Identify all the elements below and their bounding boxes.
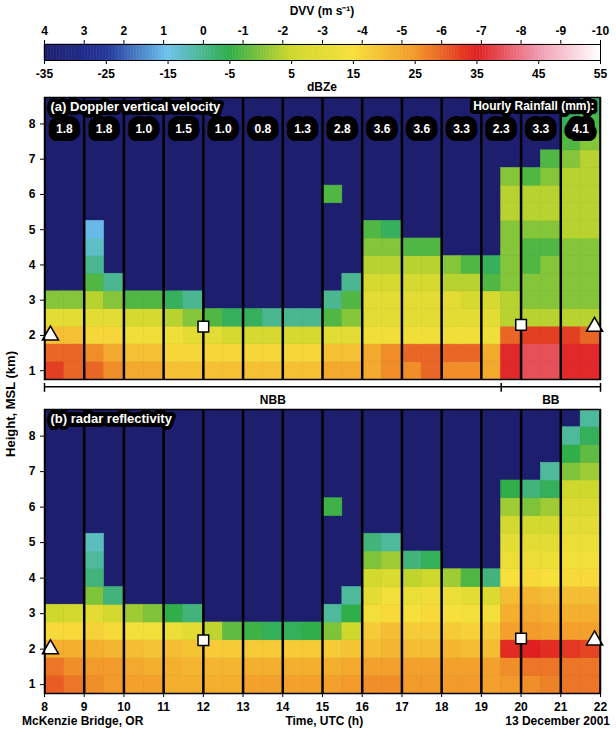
- svg-text:-25: -25: [98, 67, 116, 81]
- html-text:Time, UTC (h): Time, UTC (h): [285, 714, 364, 728]
- svg-text:2.3: 2.3: [493, 122, 510, 136]
- svg-text:Hourly Rainfall (mm):: Hourly Rainfall (mm):: [473, 99, 594, 113]
- svg-text:-5: -5: [224, 67, 235, 81]
- svg-text:45: 45: [532, 67, 546, 81]
- svg-text:3: 3: [81, 24, 88, 38]
- svg-text:1.0: 1.0: [215, 122, 232, 136]
- svg-text:14: 14: [276, 700, 290, 714]
- html-text:13 December 2001: 13 December 2001: [505, 714, 610, 728]
- svg-text:0: 0: [200, 24, 207, 38]
- svg-text:17: 17: [395, 700, 409, 714]
- svg-text:4: 4: [29, 258, 36, 272]
- svg-text:BB: BB: [542, 393, 560, 407]
- svg-text:1.5: 1.5: [175, 122, 192, 136]
- svg-text:3: 3: [29, 293, 36, 307]
- svg-text:5: 5: [29, 535, 36, 549]
- svg-text:5: 5: [29, 223, 36, 237]
- svg-text:1: 1: [29, 677, 36, 691]
- svg-text:1.8: 1.8: [96, 122, 113, 136]
- svg-text:-6: -6: [436, 24, 447, 38]
- svg-text:3.6: 3.6: [374, 122, 391, 136]
- svg-text:1.0: 1.0: [135, 122, 152, 136]
- svg-text:9: 9: [81, 700, 88, 714]
- svg-text:15: 15: [316, 700, 330, 714]
- svg-text:1.8: 1.8: [56, 122, 73, 136]
- svg-text:1: 1: [160, 24, 167, 38]
- svg-text:19: 19: [475, 700, 489, 714]
- svg-text:8: 8: [29, 117, 36, 131]
- svg-text:3: 3: [29, 606, 36, 620]
- svg-text:3.6: 3.6: [413, 122, 430, 136]
- svg-text:-3: -3: [317, 24, 328, 38]
- svg-text:2: 2: [121, 24, 128, 38]
- svg-text:7: 7: [29, 152, 36, 166]
- svg-text:11: 11: [157, 700, 170, 714]
- svg-text:3.3: 3.3: [533, 122, 550, 136]
- svg-text:-2: -2: [277, 24, 288, 38]
- svg-text:15: 15: [347, 67, 361, 81]
- svg-text:18: 18: [435, 700, 449, 714]
- svg-text:-7: -7: [476, 24, 487, 38]
- svg-text:8: 8: [29, 429, 36, 443]
- svg-text:16: 16: [356, 700, 370, 714]
- svg-text:12: 12: [197, 700, 211, 714]
- svg-text:25: 25: [408, 67, 422, 81]
- svg-text:6: 6: [29, 187, 36, 201]
- svg-text:4: 4: [41, 24, 48, 38]
- svg-text:NBB: NBB: [260, 393, 286, 407]
- svg-text:(b) radar reflectivity: (b) radar reflectivity: [51, 411, 173, 426]
- svg-text:4.1: 4.1: [572, 122, 589, 136]
- html-text:McKenzie Bridge, OR: McKenzie Bridge, OR: [22, 714, 144, 728]
- html-text:DVV (m s⁻¹): DVV (m s⁻¹): [289, 4, 355, 18]
- svg-text:4: 4: [29, 571, 36, 585]
- svg-text:-35: -35: [36, 67, 54, 81]
- svg-text:21: 21: [554, 700, 568, 714]
- svg-text:7: 7: [29, 464, 36, 478]
- html-text:Height, MSL (km): Height, MSL (km): [2, 351, 18, 457]
- svg-text:8: 8: [41, 700, 48, 714]
- svg-text:1.3: 1.3: [294, 122, 311, 136]
- svg-text:2: 2: [29, 328, 36, 342]
- svg-text:22: 22: [594, 700, 608, 714]
- svg-text:-10: -10: [592, 24, 610, 38]
- svg-text:35: 35: [470, 67, 484, 81]
- svg-text:55: 55: [594, 67, 608, 81]
- svg-text:13: 13: [236, 700, 250, 714]
- svg-text:6: 6: [29, 500, 36, 514]
- svg-text:2: 2: [29, 642, 36, 656]
- svg-text:-4: -4: [357, 24, 368, 38]
- svg-text:2.8: 2.8: [334, 122, 351, 136]
- html-text:dBZe: dBZe: [307, 80, 337, 94]
- svg-text:20: 20: [514, 700, 528, 714]
- svg-text:5: 5: [288, 67, 295, 81]
- svg-text:-1: -1: [238, 24, 249, 38]
- svg-text:0.8: 0.8: [255, 122, 272, 136]
- svg-text:1: 1: [29, 364, 36, 378]
- svg-text:-8: -8: [516, 24, 527, 38]
- svg-text:-5: -5: [397, 24, 408, 38]
- svg-text:-9: -9: [555, 24, 566, 38]
- svg-text:(a) Doppler vertical velocity: (a) Doppler vertical velocity: [51, 99, 222, 114]
- svg-text:3.3: 3.3: [453, 122, 470, 136]
- svg-text:-15: -15: [159, 67, 177, 81]
- svg-text:10: 10: [117, 700, 131, 714]
